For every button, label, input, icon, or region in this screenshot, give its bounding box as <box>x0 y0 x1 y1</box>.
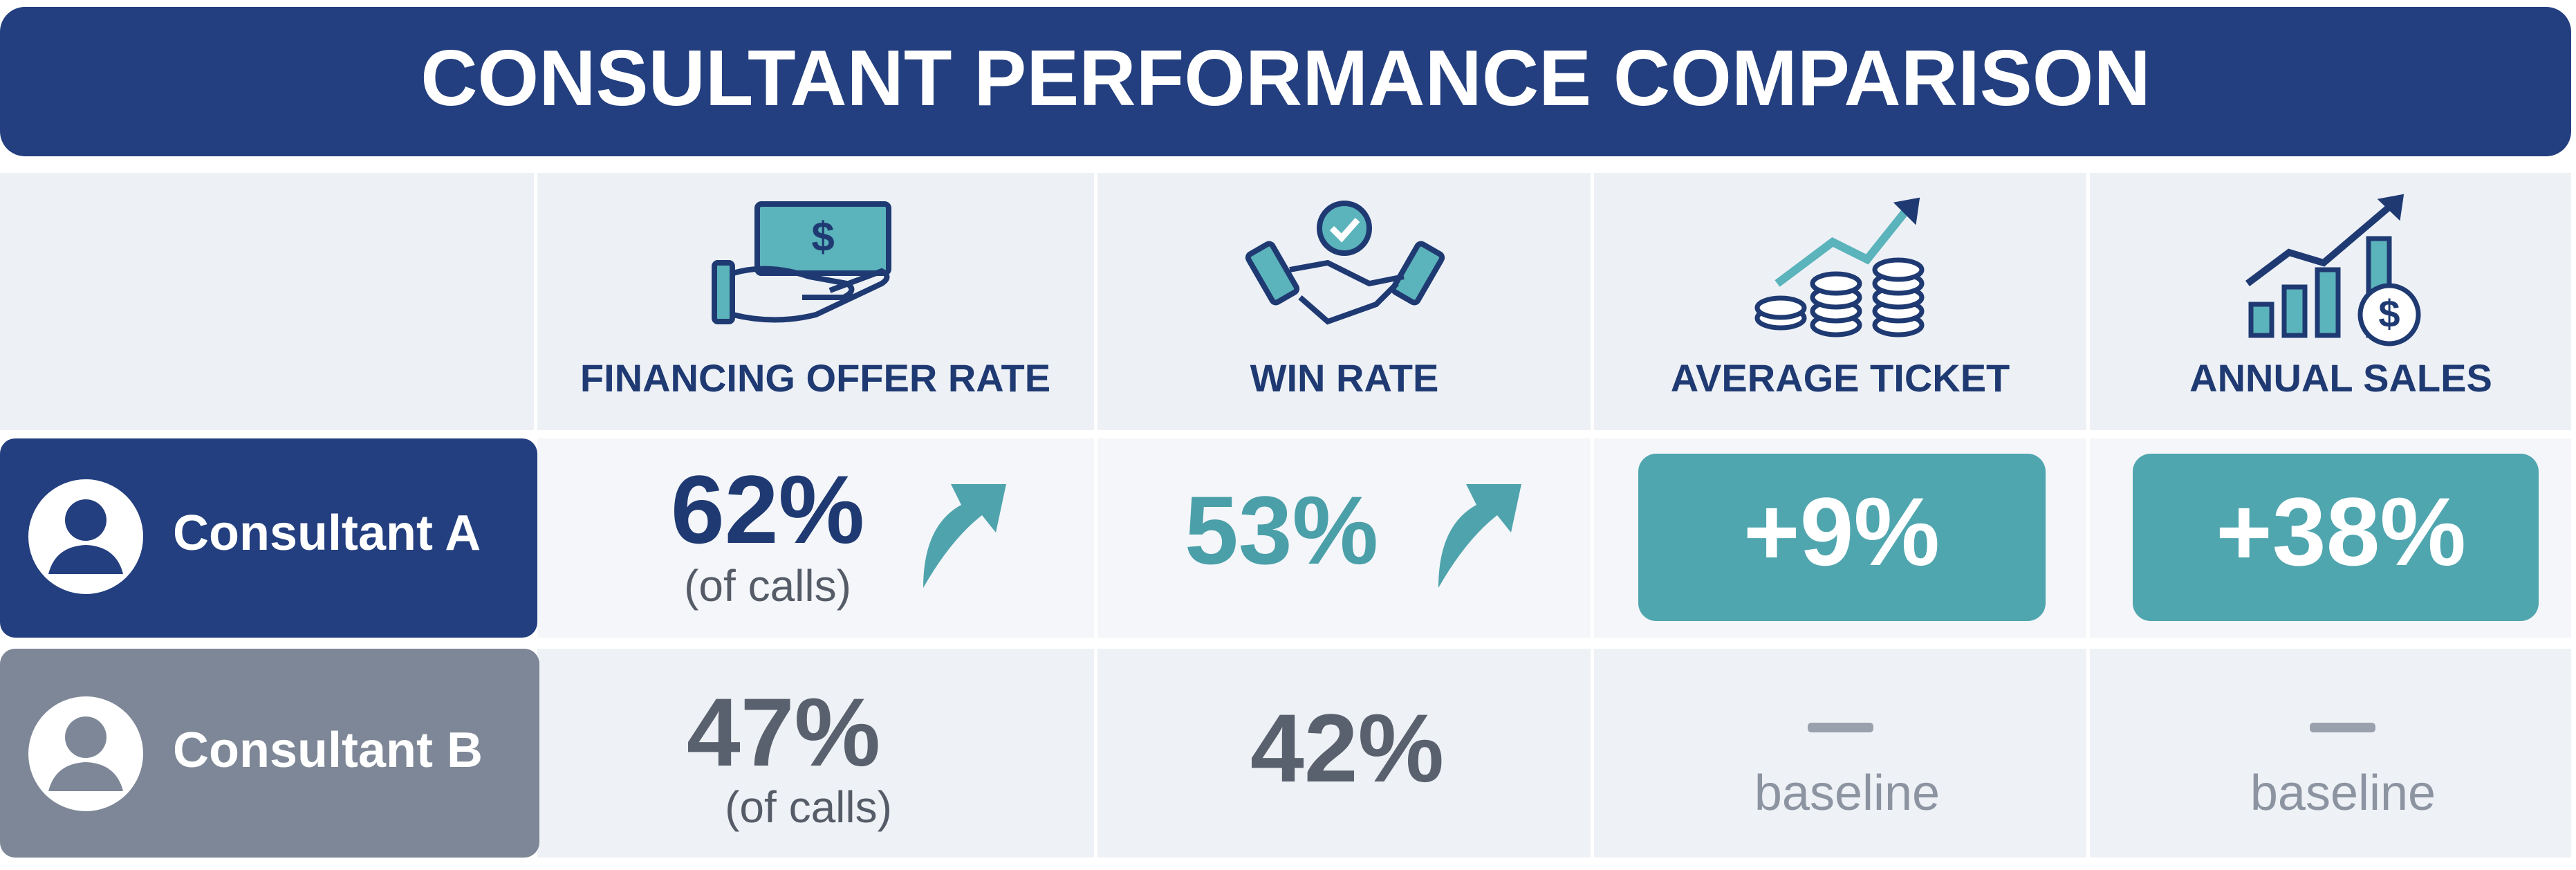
up-arrow <box>923 484 1006 588</box>
cell <box>1097 649 1591 858</box>
title-bar <box>0 7 2571 156</box>
handshake-icon <box>1245 201 1445 325</box>
highlight-box <box>1638 454 2046 621</box>
cell-note: (of calls) <box>684 561 851 611</box>
cell <box>537 649 1094 858</box>
column-header: ANNUAL SALES <box>2189 356 2492 400</box>
money-hand-icon: $ <box>712 201 891 324</box>
cell-value: +9% <box>1743 477 1940 586</box>
cell-value: 42% <box>1250 694 1444 802</box>
cell <box>2090 649 2571 858</box>
dash <box>1808 723 1873 732</box>
cell-note: baseline <box>2250 766 2436 821</box>
up-arrow <box>1438 484 1521 588</box>
title: CONSULTANT PERFORMANCE COMPARISON <box>420 35 2151 122</box>
cell <box>1097 438 1591 638</box>
row-label-box <box>0 649 539 858</box>
cell-value: 47% <box>687 678 880 786</box>
header-cell <box>0 173 534 430</box>
column-header: AVERAGE TICKET <box>1671 356 2010 400</box>
row-label: Consultant A <box>173 506 481 561</box>
cell-value: 53% <box>1185 476 1378 584</box>
cell-note: baseline <box>1754 766 1940 821</box>
svg-text:$: $ <box>811 214 834 260</box>
cell-value: 62% <box>671 455 864 564</box>
sales-chart-icon: $ <box>2245 194 2421 346</box>
avatar-icon <box>28 479 143 594</box>
coins-chart-icon <box>1754 197 1925 337</box>
highlight-box <box>2133 454 2539 621</box>
row-label: Consultant B <box>173 723 483 778</box>
cell <box>1594 649 2086 858</box>
cell <box>537 438 1094 638</box>
column-header: WIN RATE <box>1250 356 1439 400</box>
svg-text:$: $ <box>2378 292 2400 335</box>
cell-note: (of calls) <box>725 782 892 832</box>
row-label-box <box>0 438 537 638</box>
cell-value: +38% <box>2216 477 2466 586</box>
avatar-icon <box>28 696 143 811</box>
column-header: FINANCING OFFER RATE <box>580 356 1050 400</box>
dash <box>2310 723 2375 732</box>
